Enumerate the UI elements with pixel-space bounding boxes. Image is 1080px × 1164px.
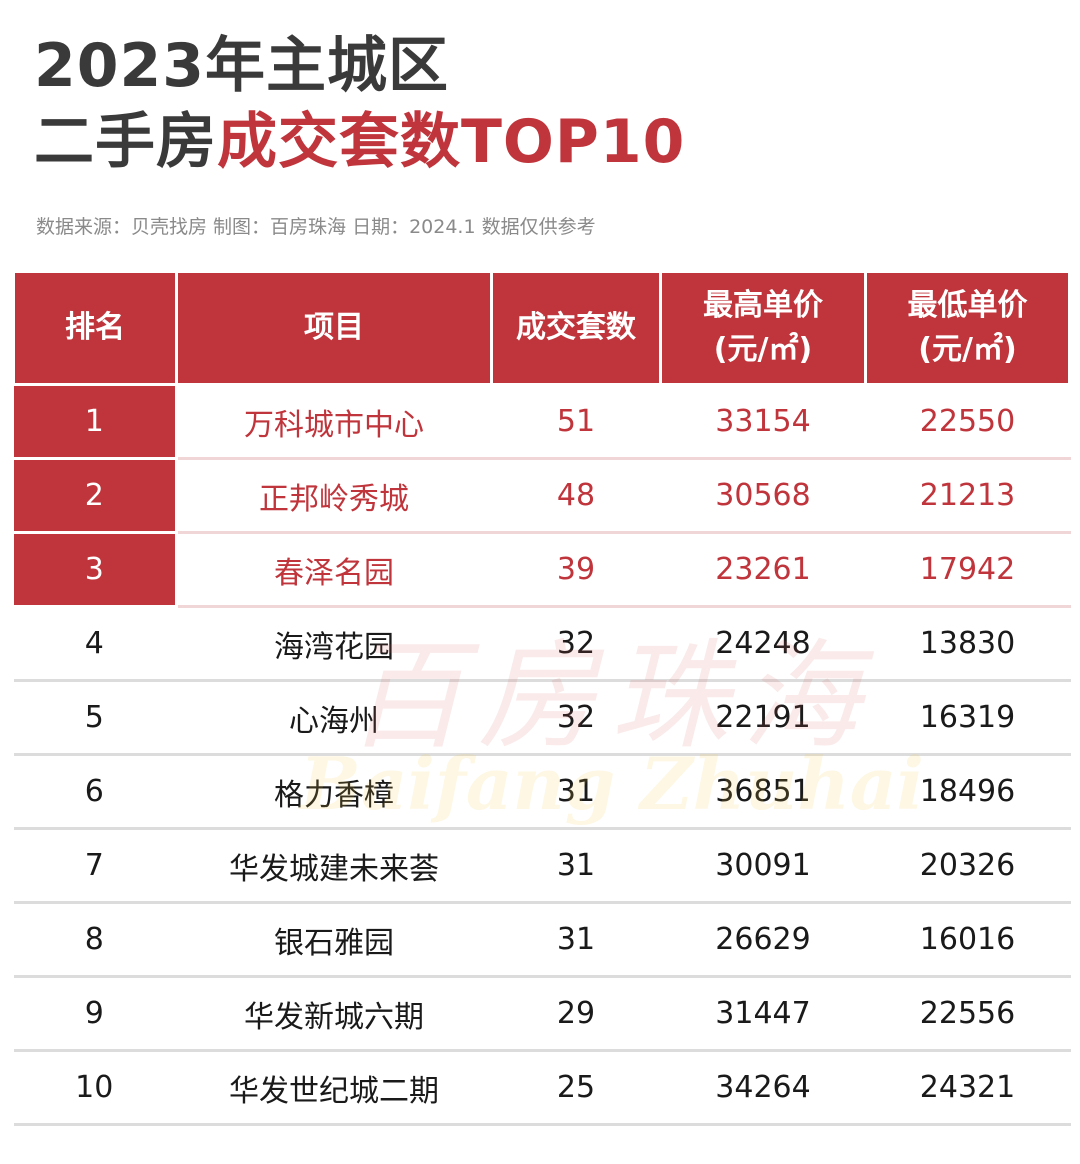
header-min-price-label: 最低单价 (907, 288, 1028, 323)
max-price-cell: 36851 (659, 753, 867, 830)
max-price-cell: 30568 (659, 457, 867, 534)
min-price-cell: 24321 (864, 1049, 1071, 1126)
rank-cell: 5 (13, 679, 178, 756)
project-cell: 格力香樟 (175, 753, 493, 830)
deals-cell: 32 (490, 605, 662, 682)
table-row: 2 正邦岭秀城 48 30568 21213 (13, 457, 1071, 534)
table-row: 7 华发城建未来荟 31 30091 20326 (13, 827, 1071, 904)
table-row: 1 万科城市中心 51 33154 22550 (13, 383, 1071, 460)
header-deals: 成交套数 (490, 270, 662, 386)
max-price-cell: 34264 (659, 1049, 867, 1126)
min-price-cell: 17942 (864, 531, 1071, 608)
min-price-cell: 18496 (864, 753, 1071, 830)
title-accent: 成交套数TOP10 (217, 107, 686, 177)
min-price-cell: 13830 (864, 605, 1071, 682)
header-min-price: 最低单价 (元/㎡) (864, 270, 1071, 386)
max-price-cell: 22191 (659, 679, 867, 756)
header-min-price-unit: (元/㎡) (918, 332, 1017, 367)
header-max-price: 最高单价 (元/㎡) (659, 270, 867, 386)
min-price-cell: 20326 (864, 827, 1071, 904)
deals-cell: 25 (490, 1049, 662, 1126)
project-cell: 海湾花园 (175, 605, 493, 682)
project-cell: 心海州 (175, 679, 493, 756)
rank-cell: 1 (13, 383, 178, 460)
max-price-cell: 23261 (659, 531, 867, 608)
min-price-cell: 16016 (864, 901, 1071, 978)
rank-cell: 6 (13, 753, 178, 830)
table-row: 5 心海州 32 22191 16319 (13, 679, 1071, 756)
max-price-cell: 26629 (659, 901, 867, 978)
project-cell: 华发新城六期 (175, 975, 493, 1052)
header-rank: 排名 (12, 270, 178, 386)
table-row: 9 华发新城六期 29 31447 22556 (13, 975, 1071, 1052)
title-block: 2023年主城区 二手房成交套数TOP10 (34, 28, 685, 180)
deals-cell: 31 (490, 901, 662, 978)
deals-cell: 51 (490, 383, 662, 460)
rank-cell: 9 (13, 975, 178, 1052)
min-price-cell: 22550 (864, 383, 1071, 460)
rank-cell: 3 (13, 531, 178, 608)
table-row: 4 海湾花园 32 24248 13830 (13, 605, 1071, 682)
table-header-row: 排名 项目 成交套数 最高单价 (元/㎡) 最低单价 (元/㎡) (12, 270, 1071, 386)
min-price-cell: 21213 (864, 457, 1071, 534)
header-project: 项目 (175, 270, 493, 386)
table-row: 10 华发世纪城二期 25 34264 24321 (13, 1049, 1071, 1126)
project-cell: 正邦岭秀城 (175, 457, 493, 534)
header-max-price-unit: (元/㎡) (713, 332, 813, 367)
deals-cell: 39 (490, 531, 662, 608)
rank-cell: 4 (13, 605, 178, 682)
max-price-cell: 24248 (659, 605, 867, 682)
rank-cell: 7 (13, 827, 178, 904)
rank-cell: 8 (13, 901, 178, 978)
deals-cell: 31 (490, 827, 662, 904)
max-price-cell: 30091 (659, 827, 867, 904)
project-cell: 华发世纪城二期 (175, 1049, 493, 1126)
table-row: 8 银石雅园 31 26629 16016 (13, 901, 1071, 978)
min-price-cell: 16319 (864, 679, 1071, 756)
max-price-cell: 33154 (659, 383, 867, 460)
rank-cell: 10 (13, 1049, 178, 1126)
header-max-price-label: 最高单价 (703, 288, 823, 323)
deals-cell: 31 (490, 753, 662, 830)
title-line-2: 二手房成交套数TOP10 (34, 104, 685, 180)
table-row: 3 春泽名园 39 23261 17942 (13, 531, 1071, 608)
project-cell: 银石雅园 (175, 901, 493, 978)
title-plain: 二手房 (34, 107, 217, 177)
max-price-cell: 31447 (659, 975, 867, 1052)
min-price-cell: 22556 (864, 975, 1071, 1052)
project-cell: 春泽名园 (175, 531, 493, 608)
ranking-table: 排名 项目 成交套数 最高单价 (元/㎡) 最低单价 (元/㎡) 1 万科城市中心 … (12, 270, 1071, 1126)
deals-cell: 29 (490, 975, 662, 1052)
source-note: 数据来源：贝壳找房 制图：百房珠海 日期：2024.1 数据仅供参考 (36, 216, 596, 238)
table-row: 6 格力香樟 31 36851 18496 (13, 753, 1071, 830)
deals-cell: 48 (490, 457, 662, 534)
project-cell: 华发城建未来荟 (175, 827, 493, 904)
deals-cell: 32 (490, 679, 662, 756)
project-cell: 万科城市中心 (175, 383, 493, 460)
title-line-1: 2023年主城区 (34, 31, 449, 101)
rank-cell: 2 (13, 457, 178, 534)
